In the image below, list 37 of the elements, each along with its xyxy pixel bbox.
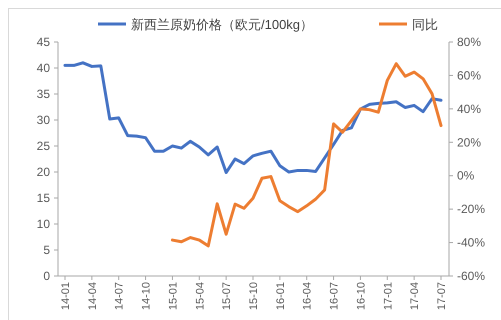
x-tick-label: 16-01 — [274, 282, 287, 310]
y2-tick-label: 0% — [457, 168, 475, 183]
y-tick-label: 0 — [43, 269, 50, 283]
legend-label: 新西兰原奶价格（欧元/100kg） — [131, 17, 314, 32]
x-tick-label: 14-07 — [114, 282, 126, 310]
x-tick-label: 16-07 — [328, 282, 341, 310]
x-tick-label: 15-10 — [248, 282, 260, 310]
y-tick-label: 15 — [36, 191, 50, 205]
y2-tick-label: 40% — [457, 102, 482, 116]
y2-tick-label: -20% — [457, 202, 486, 216]
y2-tick-label: 80% — [457, 35, 482, 49]
y-tick-label: 25 — [36, 139, 50, 153]
x-tick-label: 15-07 — [221, 282, 234, 310]
y-tick-label: 20 — [36, 165, 50, 179]
x-tick-label: 17-07 — [436, 282, 448, 310]
y2-tick-label: 20% — [457, 135, 482, 150]
x-tick-label: 14-10 — [140, 282, 153, 310]
y-tick-label: 40 — [36, 61, 50, 75]
y2-tick-label: -40% — [457, 236, 486, 250]
y-tick-label: 30 — [36, 113, 50, 127]
x-tick-label: 14-04 — [86, 282, 99, 310]
y-tick-label: 10 — [36, 217, 50, 231]
y2-tick-label: -60% — [457, 269, 486, 283]
x-tick-label: 17-01 — [382, 282, 394, 310]
line-series — [64, 61, 442, 174]
y-tick-label: 45 — [36, 35, 50, 49]
x-tick-label: 16-10 — [355, 282, 368, 310]
y-tick-label: 35 — [36, 87, 50, 101]
x-tick-label: 14-01 — [60, 282, 72, 310]
legend-label: 同比 — [412, 17, 438, 32]
x-tick-label: 15-01 — [167, 282, 180, 310]
line-series — [170, 62, 442, 248]
x-tick-label: 17-04 — [409, 282, 422, 310]
y2-tick-label: 60% — [457, 68, 482, 82]
x-tick-label: 16-04 — [302, 282, 314, 310]
y-tick-label: 5 — [43, 243, 50, 257]
x-tick-label: 15-04 — [194, 282, 206, 310]
